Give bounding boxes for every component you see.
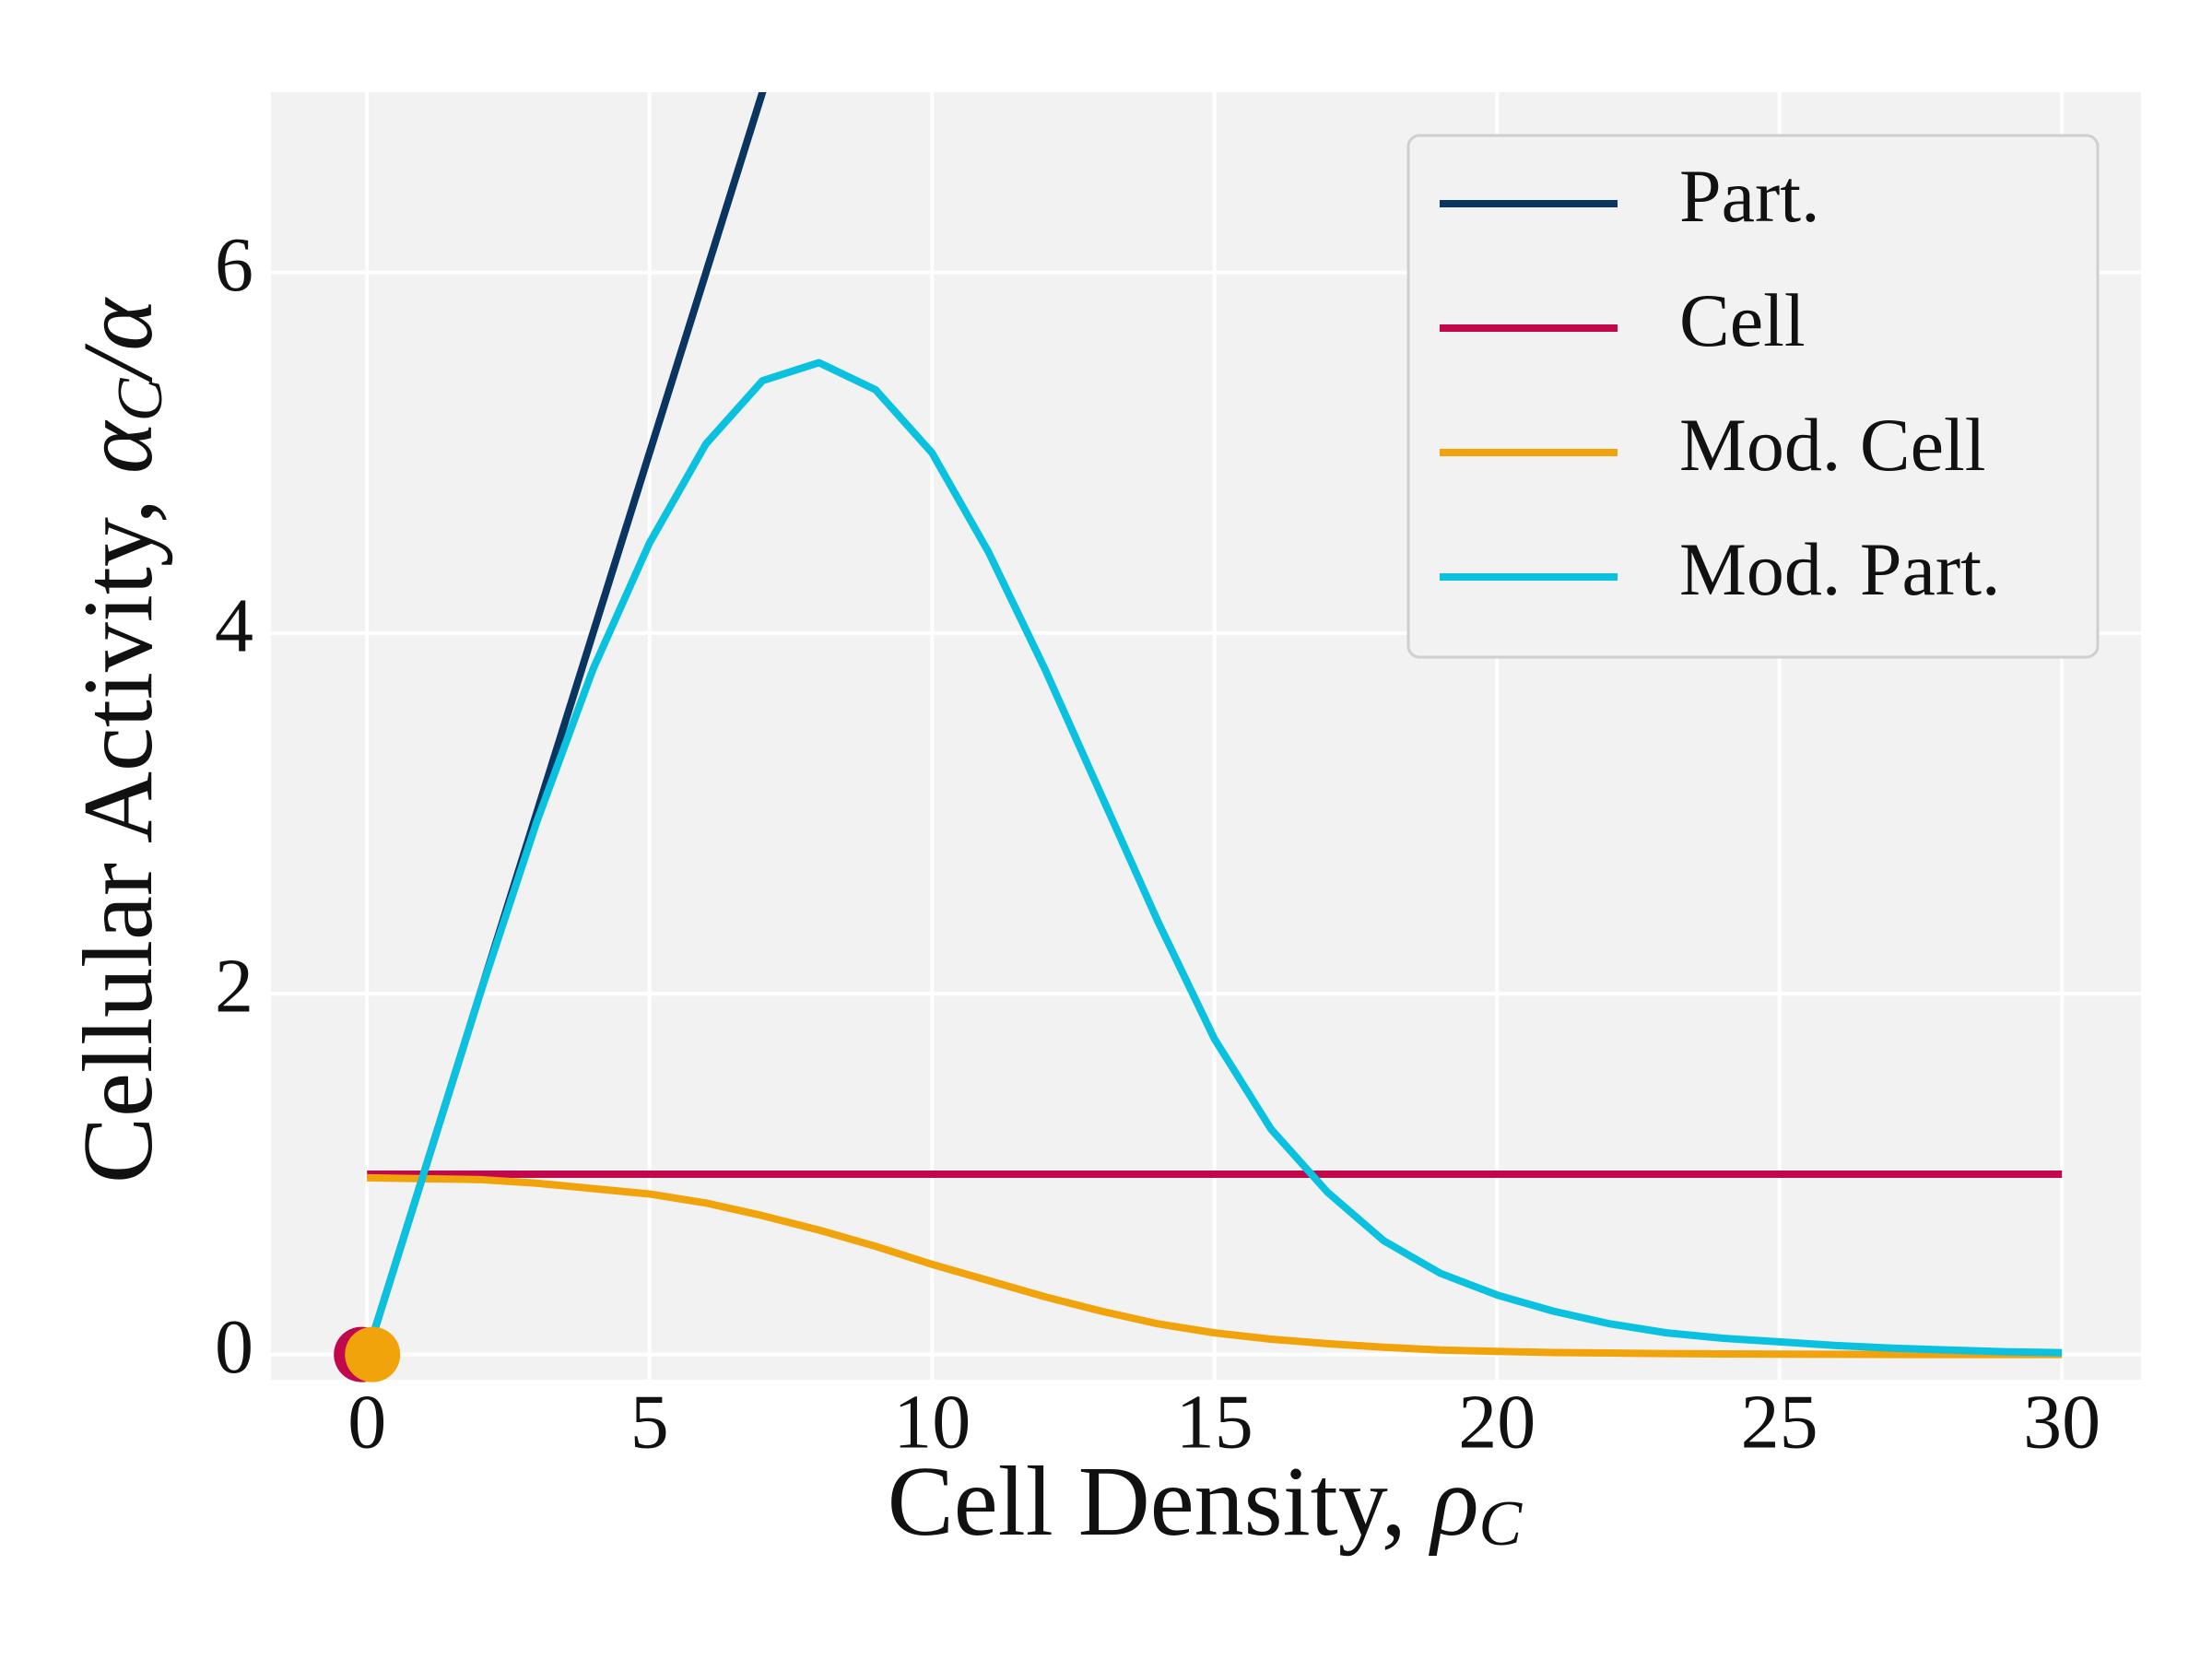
legend-label: Cell — [1679, 278, 1806, 362]
y-tick-label: 0 — [215, 1304, 253, 1390]
x-tick-label: 5 — [630, 1379, 669, 1465]
x-tick-label: 30 — [2023, 1379, 2100, 1465]
point-marker — [345, 1326, 401, 1382]
x-label-text: Cell Density, — [888, 1447, 1431, 1557]
y-label-text: Cellular Activity, — [64, 474, 173, 1183]
legend-label: Part. — [1679, 154, 1820, 238]
x-tick-label: 10 — [893, 1379, 971, 1465]
y-label-symbol: α — [64, 419, 173, 474]
series-line — [367, 1173, 2063, 1359]
x-tick-label: 15 — [1176, 1379, 1253, 1465]
y-tick-label: 4 — [215, 582, 253, 668]
y-axis-label: Cellular Activity, αC/α — [64, 297, 176, 1183]
y-label-denominator: /α — [64, 297, 173, 383]
x-axis-label: Cell Density, ρC — [888, 1447, 1524, 1559]
y-tick-label: 2 — [215, 944, 253, 1030]
x-label-symbol: ρ — [1429, 1447, 1479, 1557]
x-label-subscript: C — [1479, 1488, 1524, 1559]
y-label-subscript: C — [105, 377, 176, 421]
legend-box — [1406, 134, 2100, 659]
legend-label: Mod. Cell — [1679, 403, 1986, 487]
series-line — [363, 359, 2063, 1357]
x-tick-label: 20 — [1458, 1379, 1535, 1465]
x-tick-label: 25 — [1741, 1379, 1818, 1465]
x-tick-label: 0 — [347, 1379, 386, 1465]
series-line — [363, 92, 767, 1356]
y-tick-label: 6 — [215, 222, 253, 308]
legend-label: Mod. Part. — [1679, 527, 2001, 611]
